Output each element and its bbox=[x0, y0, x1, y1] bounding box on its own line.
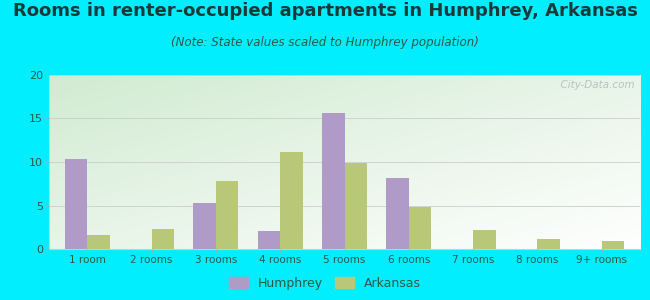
Bar bbox=[473, 230, 495, 249]
Bar bbox=[257, 231, 280, 249]
Bar bbox=[65, 158, 87, 249]
Bar bbox=[409, 207, 432, 249]
Text: Rooms in renter-occupied apartments in Humphrey, Arkansas: Rooms in renter-occupied apartments in H… bbox=[12, 2, 638, 20]
Text: (Note: State values scaled to Humphrey population): (Note: State values scaled to Humphrey p… bbox=[171, 36, 479, 49]
Text: City-Data.com: City-Data.com bbox=[554, 80, 634, 90]
Bar bbox=[216, 181, 239, 249]
Bar bbox=[280, 152, 303, 249]
Bar bbox=[87, 235, 110, 249]
Bar bbox=[344, 163, 367, 249]
Legend: Humphrey, Arkansas: Humphrey, Arkansas bbox=[225, 273, 425, 294]
Bar bbox=[194, 203, 216, 249]
Bar bbox=[602, 241, 624, 249]
Bar bbox=[151, 229, 174, 249]
Bar bbox=[386, 178, 409, 249]
Bar bbox=[322, 113, 344, 249]
Bar bbox=[538, 239, 560, 249]
